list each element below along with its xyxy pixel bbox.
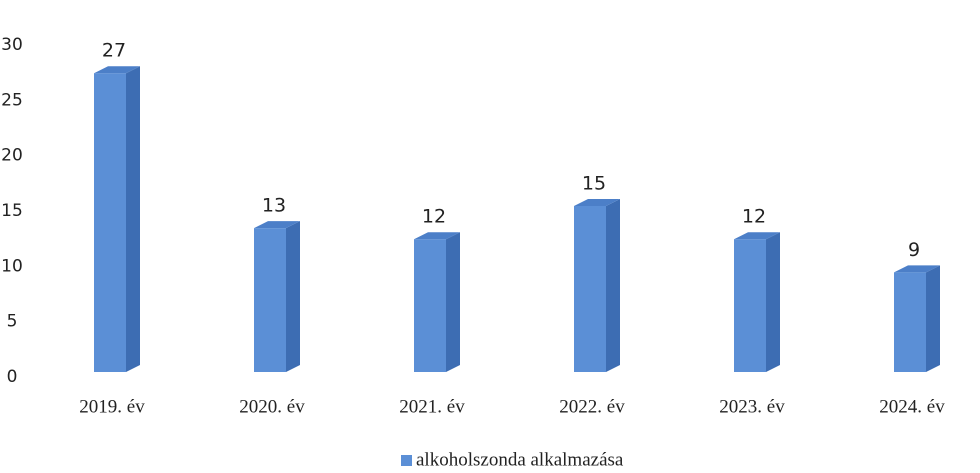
bar-side <box>446 232 460 372</box>
y-tick-label: 5 <box>7 312 18 332</box>
x-tick-label: 2019. év <box>79 396 145 417</box>
bar-side <box>286 221 300 372</box>
legend-label: alkoholszonda alkalmazása <box>416 449 624 470</box>
bar <box>894 272 926 372</box>
bar-side <box>926 265 940 372</box>
y-tick-label: 25 <box>1 90 23 110</box>
x-tick-label: 2020. év <box>239 396 305 417</box>
y-tick-label: 15 <box>1 201 23 221</box>
bar-top <box>574 199 620 206</box>
bar-top <box>254 221 300 229</box>
bar-side <box>766 232 780 372</box>
bar-top <box>894 265 940 273</box>
y-tick-label: 30 <box>1 35 23 55</box>
bar <box>734 239 766 372</box>
legend-swatch <box>401 455 412 466</box>
bar-top <box>94 66 140 74</box>
bar-top <box>414 232 460 240</box>
bar <box>94 73 126 372</box>
value-label: 27 <box>102 40 126 62</box>
value-label: 12 <box>422 206 446 228</box>
value-label: 13 <box>262 195 286 217</box>
x-tick-label: 2021. év <box>399 396 465 417</box>
bar <box>414 239 446 372</box>
x-tick-label: 2023. év <box>719 396 785 417</box>
y-tick-label: 10 <box>1 256 23 276</box>
value-label: 15 <box>582 173 606 195</box>
y-tick-label: 20 <box>1 146 23 166</box>
bar-top <box>734 232 780 240</box>
y-tick-label: 0 <box>7 367 18 387</box>
value-label: 12 <box>742 206 766 228</box>
bar-side <box>606 199 620 372</box>
x-tick-label: 2022. év <box>559 396 625 417</box>
bar-side <box>126 66 140 372</box>
value-label: 9 <box>908 239 920 261</box>
x-tick-label: 2024. év <box>879 396 945 417</box>
bar <box>574 206 606 372</box>
bar <box>254 228 286 372</box>
